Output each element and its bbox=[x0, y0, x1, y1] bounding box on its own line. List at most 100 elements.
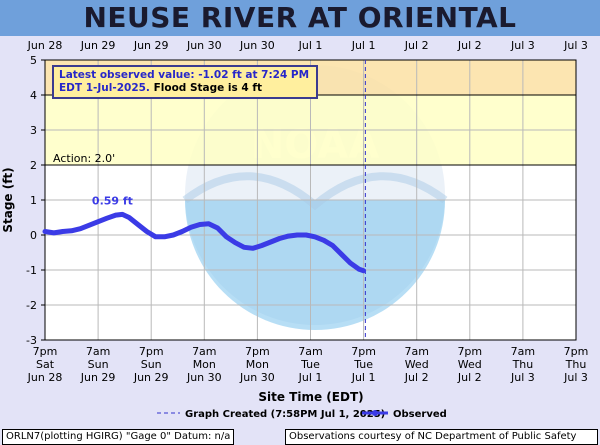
watermark-gull bbox=[182, 172, 448, 211]
y-tick-label: 4 bbox=[30, 89, 37, 102]
y-tick-label: 3 bbox=[30, 124, 37, 137]
observed-point bbox=[51, 230, 57, 236]
observed-point bbox=[361, 268, 366, 273]
observed-point bbox=[321, 238, 326, 243]
observed-point bbox=[104, 216, 110, 221]
x-tick-label: 7pm bbox=[564, 345, 589, 358]
x-tick-label: Thu bbox=[512, 358, 534, 371]
x-tick-label: Mon bbox=[246, 358, 269, 371]
x-tick-label: Jul 1 bbox=[351, 371, 376, 384]
y-tick-label: -2 bbox=[26, 299, 37, 312]
action-label: Action: 2.0' bbox=[53, 152, 115, 165]
x-tick-label: Tue bbox=[353, 358, 373, 371]
y-tick-label: 5 bbox=[30, 54, 37, 67]
observed-point bbox=[356, 267, 362, 272]
observed-point bbox=[171, 232, 176, 238]
y-tick-label: -1 bbox=[26, 264, 37, 277]
legend-observed: Observed bbox=[393, 409, 447, 420]
observed-point bbox=[120, 212, 125, 217]
x-top-tick-label: Jun 30 bbox=[186, 39, 222, 52]
observed-point bbox=[78, 226, 83, 231]
x-tick-label: Jun 28 bbox=[27, 371, 63, 384]
flood-stage-text: Flood Stage is 4 ft bbox=[153, 82, 262, 94]
x-tick-label: Jul 1 bbox=[298, 371, 323, 384]
x-top-tick-label: Jul 2 bbox=[457, 39, 482, 52]
y-tick-label: -3 bbox=[26, 334, 37, 347]
observed-point bbox=[303, 232, 309, 238]
y-tick-label: 1 bbox=[30, 194, 37, 207]
x-top-tick-label: Jun 29 bbox=[133, 39, 169, 52]
observed-point bbox=[42, 229, 48, 234]
observed-point bbox=[153, 234, 158, 239]
page-title: NEUSE RIVER AT ORIENTAL bbox=[83, 1, 517, 34]
observed-point bbox=[60, 229, 65, 234]
x-tick-label: Thu bbox=[565, 358, 587, 371]
x-tick-label: Sun bbox=[141, 358, 162, 371]
observed-point bbox=[144, 229, 149, 234]
x-tick-label: 7am bbox=[86, 345, 110, 358]
observed-point bbox=[179, 229, 185, 234]
x-tick-label: Tue bbox=[300, 358, 320, 371]
x-top-tick-label: Jun 29 bbox=[80, 39, 116, 52]
x-tick-label: Wed bbox=[458, 358, 482, 371]
x-tick-label: Jun 30 bbox=[186, 371, 222, 384]
x-top-tick-label: Jul 3 bbox=[563, 39, 588, 52]
x-tick-label: Jul 2 bbox=[404, 371, 429, 384]
x-tick-label: Jul 3 bbox=[563, 371, 588, 384]
legend-graph-created: Graph Created (7:58PM Jul 1, 2025) bbox=[185, 409, 385, 420]
observed-point bbox=[69, 228, 74, 233]
x-top-tick-label: Jun 28 bbox=[27, 39, 63, 52]
latest-date-text: EDT 1-Jul-2025. bbox=[59, 82, 150, 94]
observed-point bbox=[162, 234, 167, 239]
x-tick-label: Jul 2 bbox=[457, 371, 482, 384]
observed-point bbox=[135, 222, 141, 227]
x-tick-label: 7pm bbox=[33, 345, 58, 358]
x-top-tick-label: Jul 3 bbox=[510, 39, 535, 52]
gauge-info: ORLN7(plotting HGIRG) "Gage 0" Datum: n/… bbox=[2, 429, 235, 445]
observations-credit: Observations courtesy of NC Department o… bbox=[285, 429, 598, 445]
x-tick-label: 7pm bbox=[351, 345, 376, 358]
x-top-tick-label: Jul 2 bbox=[404, 39, 429, 52]
x-tick-label: Jun 29 bbox=[80, 371, 116, 384]
observed-point bbox=[95, 219, 101, 224]
observed-point bbox=[224, 234, 229, 239]
observed-point bbox=[330, 243, 335, 248]
observed-point bbox=[113, 212, 119, 218]
legend-observed-marker bbox=[372, 410, 378, 416]
x-tick-label: 7am bbox=[404, 345, 428, 358]
x-tick-label: Sun bbox=[88, 358, 109, 371]
observed-point bbox=[206, 221, 211, 226]
observed-point bbox=[259, 243, 265, 248]
peak-annotation: 0.59 ft bbox=[92, 194, 133, 207]
title-bar bbox=[0, 0, 600, 36]
observed-point bbox=[197, 222, 203, 227]
observed-point bbox=[348, 260, 353, 266]
x-tick-label: 7pm bbox=[457, 345, 482, 358]
observed-point bbox=[241, 245, 247, 250]
observed-point bbox=[312, 234, 318, 239]
x-top-tick-label: Jul 1 bbox=[298, 39, 323, 52]
y-tick-label: 0 bbox=[30, 229, 37, 242]
x-tick-label: Mon bbox=[193, 358, 216, 371]
observed-point bbox=[215, 225, 220, 231]
x-tick-label: 7am bbox=[192, 345, 216, 358]
x-tick-label: Jun 30 bbox=[239, 371, 275, 384]
x-tick-label: 7pm bbox=[245, 345, 270, 358]
x-top-tick-label: Jul 1 bbox=[351, 39, 376, 52]
latest-observation-box: Latest observed value: -1.02 ft at 7:24 … bbox=[52, 65, 318, 99]
x-tick-label: Sat bbox=[36, 358, 55, 371]
x-tick-label: 7am bbox=[298, 345, 322, 358]
y-tick-label: 2 bbox=[30, 159, 37, 172]
x-tick-label: Wed bbox=[405, 358, 429, 371]
observed-point bbox=[250, 246, 256, 251]
observed-point bbox=[87, 223, 92, 228]
latest-observed-text: Latest observed value: -1.02 ft at 7:24 … bbox=[59, 69, 310, 81]
observed-point bbox=[233, 240, 238, 245]
observed-point bbox=[268, 239, 273, 245]
watermark-water bbox=[185, 200, 445, 330]
observed-point bbox=[188, 225, 194, 230]
y-axis-title: Stage (ft) bbox=[1, 167, 15, 232]
observed-point bbox=[277, 236, 282, 241]
